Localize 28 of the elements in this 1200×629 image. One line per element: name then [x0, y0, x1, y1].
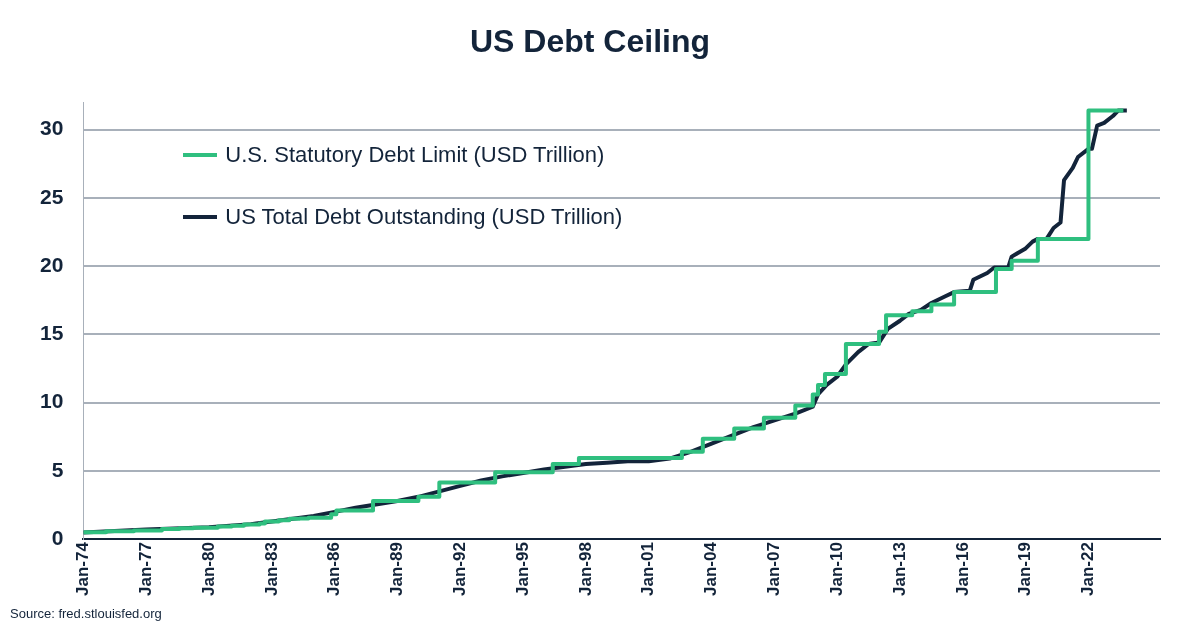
- x-tick-label: Jan-77: [135, 542, 155, 597]
- source-note: Source: fred.stlouisfed.org: [10, 606, 162, 621]
- legend-label: US Total Debt Outstanding (USD Trillion): [225, 204, 623, 231]
- x-tick-label: Jan-19: [1015, 542, 1035, 597]
- chart-title: US Debt Ceiling: [469, 23, 711, 60]
- x-tick-label: Jan-83: [261, 542, 281, 597]
- y-tick-label: 25: [40, 184, 64, 208]
- y-tick-label: 10: [40, 389, 64, 413]
- x-tick-label: Jan-74: [73, 541, 93, 597]
- x-tick-label: Jan-07: [764, 542, 784, 597]
- y-tick-label: 20: [40, 252, 64, 276]
- legend-label: U.S. Statutory Debt Limit (USD Trillion): [225, 142, 605, 169]
- x-tick-label: Jan-95: [512, 542, 532, 597]
- x-tick-label: Jan-92: [449, 542, 469, 597]
- x-tick-label: Jan-89: [387, 542, 407, 597]
- y-tick-label: 30: [40, 116, 64, 140]
- x-tick-label: Jan-80: [198, 542, 218, 597]
- y-tick-label: 0: [51, 525, 64, 549]
- x-tick-label: Jan-01: [638, 542, 658, 597]
- x-tick-label: Jan-98: [575, 542, 595, 597]
- x-tick-label: Jan-16: [952, 542, 972, 597]
- x-tick-label: Jan-86: [324, 542, 344, 597]
- y-tick-label: 15: [40, 321, 64, 345]
- y-tick-label: 5: [51, 457, 64, 481]
- x-tick-label: Jan-13: [889, 542, 909, 597]
- x-tick-label: Jan-10: [826, 542, 846, 597]
- x-tick-label: Jan-22: [1078, 542, 1098, 597]
- x-tick-label: Jan-04: [701, 541, 721, 597]
